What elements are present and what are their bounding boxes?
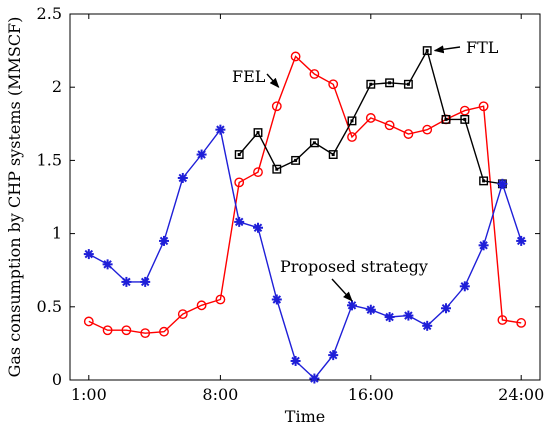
proposed-line (88, 128, 522, 380)
fel-point (177, 309, 188, 320)
ftl-point (441, 114, 451, 124)
fel-series (83, 51, 527, 339)
y-axis-label: Gas consumption by CHP systems (MMSCF) (5, 17, 24, 378)
proposed-point (403, 310, 414, 321)
fel-point (196, 300, 207, 311)
y-tick-label: 1.5 (37, 150, 62, 169)
proposed-point (478, 240, 489, 251)
proposed-point (328, 350, 339, 361)
x-tick-label: 24:00 (498, 385, 544, 404)
fel-point (83, 316, 94, 327)
proposed-annotation-arrow (331, 278, 353, 302)
y-tick-label: 0.5 (37, 297, 62, 316)
ftl-annotation-label: FTL (466, 38, 499, 57)
annotation-layer: FEL FTL Proposed strategy (232, 38, 499, 302)
proposed-point (253, 222, 263, 233)
ftl-point (234, 150, 244, 159)
fel-point (140, 328, 151, 339)
fel-point (102, 325, 113, 336)
proposed-point (459, 281, 470, 292)
fel-point (328, 79, 339, 90)
fel-point (497, 315, 508, 325)
x-tick-label: 16:00 (348, 385, 394, 404)
ftl-point (479, 176, 489, 186)
ftl-series (234, 46, 507, 189)
proposed-point (290, 355, 301, 366)
x-tick-label: 8:00 (202, 385, 238, 404)
ftl-point (347, 116, 357, 126)
fel-point (478, 101, 489, 112)
proposed-point (516, 235, 527, 246)
fel-point (384, 120, 395, 131)
ftl-point (422, 46, 432, 56)
ftl-point (460, 114, 470, 124)
proposed-point (309, 373, 320, 384)
proposed-point (497, 178, 508, 189)
proposed-point (177, 172, 188, 183)
proposed-point (159, 235, 169, 246)
fel-annotation-arrow (266, 73, 280, 88)
proposed-point (102, 259, 113, 270)
proposed-annotation-label: Proposed strategy (280, 257, 428, 276)
proposed-point (271, 294, 282, 305)
fel-point (403, 129, 414, 139)
proposed-point (196, 149, 207, 160)
fel-point (516, 318, 527, 328)
axis-layer: 1:00 8:00 16:00 24:00 0 0.5 1 1.5 2 2.5 Time Gas co… (5, 4, 544, 426)
fel-line (88, 55, 522, 334)
y-tick-label: 0 (52, 370, 62, 389)
fel-point (290, 51, 301, 62)
fel-point (215, 294, 226, 305)
y-tick-label: 1 (52, 224, 62, 243)
proposed-point (140, 276, 151, 287)
fel-point (459, 105, 470, 116)
x-tick-label: 1:00 (71, 385, 107, 404)
ftl-point (309, 138, 319, 148)
x-axis-label: Time (285, 407, 325, 426)
fel-point (309, 69, 320, 79)
fel-annotation: FEL (232, 67, 280, 88)
y-tick-label: 2.5 (37, 4, 62, 23)
ftl-point (403, 79, 413, 89)
proposed-point (234, 216, 245, 227)
fel-point (121, 325, 132, 336)
y-tick-label: 2 (52, 77, 62, 96)
fel-point (347, 132, 357, 142)
proposed-point (365, 304, 376, 315)
proposed-point (384, 312, 395, 323)
proposed-point (83, 249, 94, 260)
ftl-point (385, 78, 395, 88)
proposed-point (121, 276, 132, 287)
proposed-point (347, 300, 357, 311)
ftl-annotation: FTL (433, 38, 499, 57)
fel-point (159, 326, 169, 337)
proposed-series (83, 124, 527, 384)
fel-point (234, 177, 245, 188)
ftl-point (328, 150, 338, 159)
ftl-point (253, 128, 263, 138)
fel-point (365, 113, 376, 123)
proposed-annotation: Proposed strategy (280, 257, 428, 302)
series-layer (83, 46, 527, 384)
ftl-point (291, 155, 301, 165)
fel-point (422, 124, 433, 135)
fel-point (253, 167, 263, 178)
proposed-point (422, 320, 433, 331)
ftl-point (366, 79, 376, 89)
plot-area (69, 13, 541, 381)
proposed-point (215, 124, 226, 135)
fel-annotation-label: FEL (232, 67, 266, 86)
fel-point (271, 101, 282, 112)
ftl-point (272, 164, 282, 174)
proposed-point (441, 303, 451, 314)
ftl-annotation-arrow (433, 45, 461, 54)
plot-frame (69, 13, 541, 381)
